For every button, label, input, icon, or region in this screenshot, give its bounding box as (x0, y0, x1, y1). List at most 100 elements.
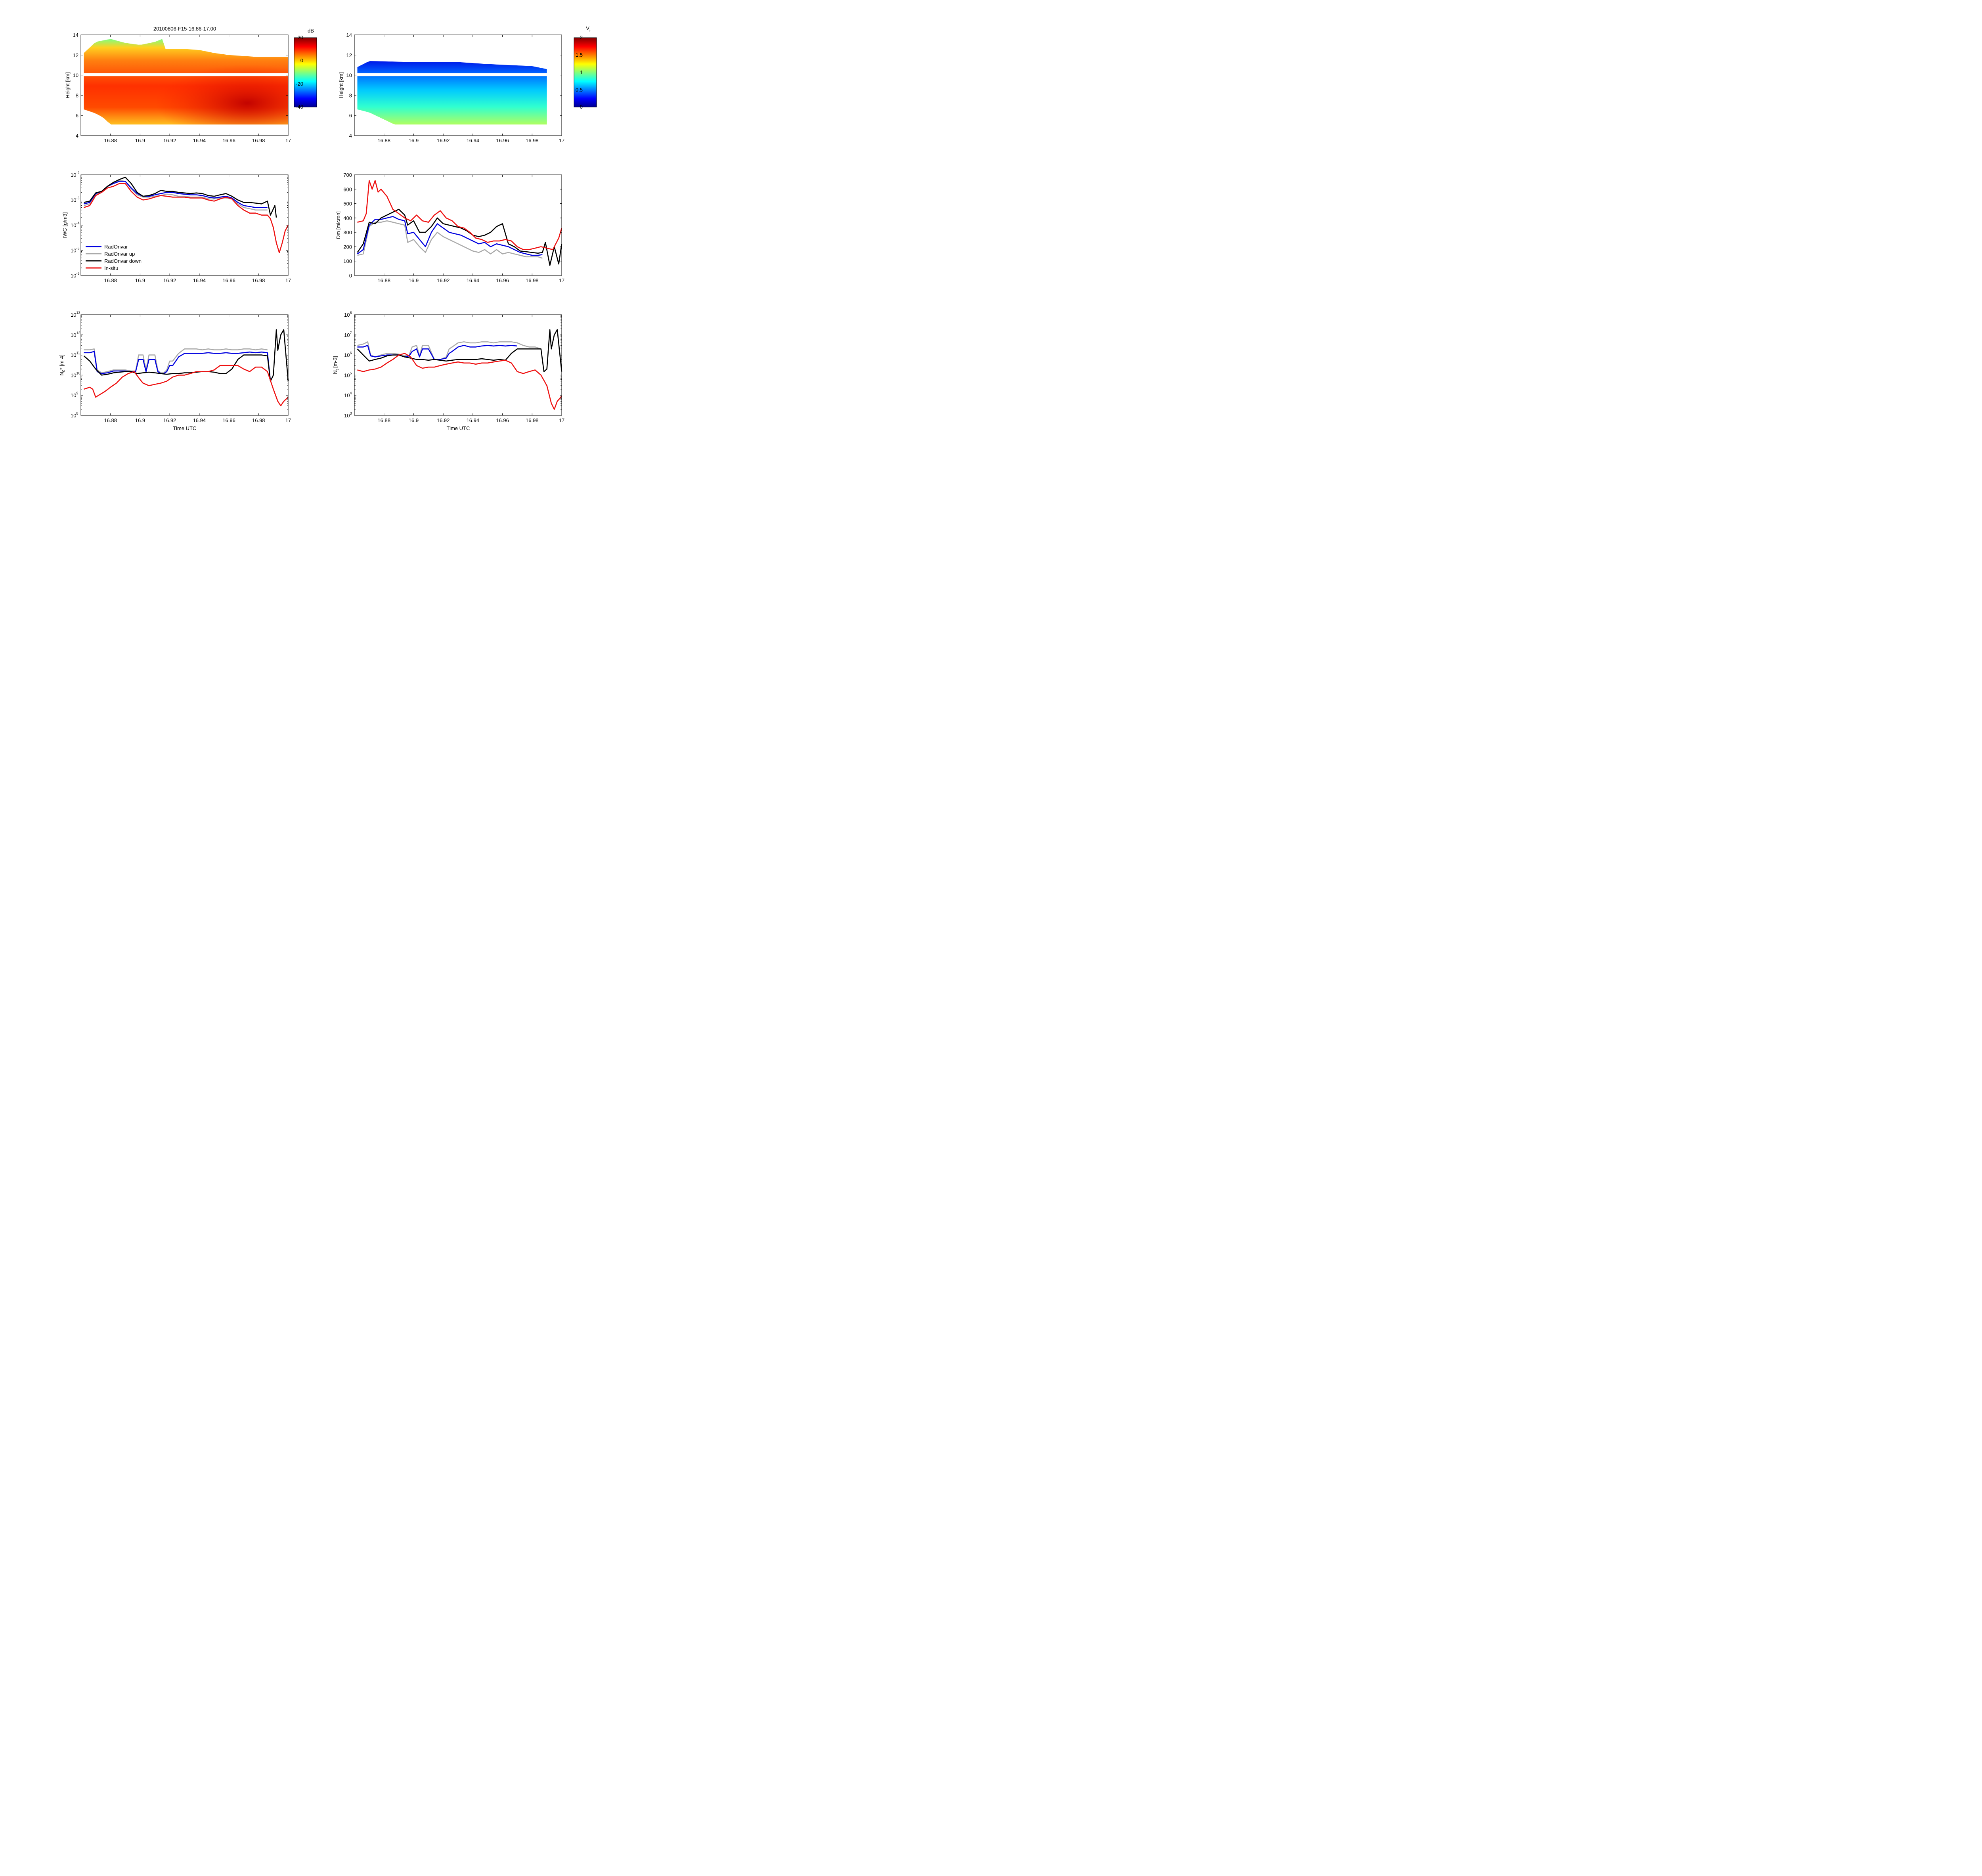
legend: RadOnvar RadOnvar up RadOnvar down In-si… (86, 244, 142, 271)
x-tick-label: 16.98 (252, 417, 265, 423)
series-line-radonvar (357, 345, 518, 360)
x-tick-label: 16.92 (437, 417, 450, 423)
y-tick-label: 10 (73, 73, 78, 78)
x-tick-label: 16.94 (467, 417, 480, 423)
y-tick-label: 10-3 (71, 196, 79, 203)
x-tick-label: 17 (559, 138, 564, 143)
colorbar-label: dB (308, 28, 314, 34)
y-axis-label: Dm [micron] (335, 211, 341, 239)
x-tick-label: 16.88 (377, 417, 390, 423)
colorbar-tick: 0 (580, 104, 583, 110)
y-tick-label: 107 (344, 331, 352, 338)
y-tick-label: 600 (343, 186, 352, 192)
y-tick-label: 4 (76, 133, 78, 139)
colorbar-label: Vt (586, 25, 591, 33)
y-axis-label: Height [km] (65, 72, 71, 98)
y-tick-label: 100 (343, 258, 352, 264)
y-axis-label: IWC [g/m3] (62, 212, 68, 238)
y-tick-label: 10-4 (71, 221, 79, 228)
x-tick-label: 16.92 (163, 138, 176, 143)
echo-core (84, 39, 288, 125)
x-tick-label: 16.98 (252, 138, 265, 143)
x-tick-label: 16.92 (163, 277, 176, 283)
x-tick-label: 16.9 (135, 277, 145, 283)
x-tick-label: 16.92 (163, 417, 176, 423)
x-tick-label: 16.9 (409, 277, 419, 283)
panel-fall-speed: 16.88 16.9 16.92 16.94 16.96 16.98 17 4 6 8 10 12 14… (338, 32, 564, 143)
colorbar-reflectivity: dB 20 0 -20 -40 (294, 28, 317, 110)
figure: 20100806-F15-16.86-17.00 16.88 16.9 16.92 1… (0, 0, 622, 467)
missing-data-band (84, 73, 288, 76)
y-tick-label: 6 (76, 113, 78, 119)
x-tick-label: 16.94 (467, 277, 480, 283)
colorbar-tick: 1.5 (576, 52, 583, 58)
panel-n0-star: 16.88 16.9 16.92 16.94 16.96 16.98 17 108 109 101… (59, 311, 291, 431)
x-tick-label: 16.88 (104, 277, 117, 283)
x-tick-label: 16.94 (193, 138, 206, 143)
x-tick-label: 16.92 (437, 138, 450, 143)
y-axis-label: Nt [m-3] (332, 356, 340, 374)
x-tick-label: 16.98 (526, 138, 539, 143)
series-line-in-situ (357, 180, 562, 251)
y-tick-label: 4 (349, 133, 352, 139)
series-line-in-situ (357, 353, 562, 410)
x-tick-label: 16.92 (437, 277, 450, 283)
y-tick-label: 1012 (71, 331, 80, 338)
y-tick-label: 400 (343, 215, 352, 221)
x-tick-label: 16.9 (135, 417, 145, 423)
y-tick-label: 108 (71, 411, 78, 419)
y-axis-label: Height [km] (338, 72, 344, 98)
y-tick-label: 200 (343, 244, 352, 250)
x-tick-label: 16.98 (252, 277, 265, 283)
y-tick-label: 1011 (71, 351, 80, 358)
axes-frame (80, 314, 289, 416)
y-tick-label: 10-6 (71, 272, 79, 279)
y-tick-label: 8 (349, 92, 352, 98)
y-tick-label: 104 (344, 391, 352, 398)
colorbar-tick: -20 (296, 81, 303, 87)
colorbar-tick: 0 (300, 57, 303, 63)
axes-frame (354, 314, 562, 416)
series-line-radonvar (357, 216, 543, 256)
panel-dm: 16.88 16.9 16.92 16.94 16.96 16.98 17 0 100 200 30… (335, 172, 564, 283)
missing-data-band (357, 73, 547, 76)
x-tick-label: 17 (285, 277, 291, 283)
legend-label: RadOnvar (104, 244, 128, 250)
figure-title: 20100806-F15-16.86-17.00 (153, 26, 216, 32)
x-tick-label: 16.88 (377, 138, 390, 143)
y-tick-label: 12 (346, 52, 352, 58)
panel-reflectivity: 16.88 16.9 16.92 16.94 16.96 16.98 17 4 6 8 10 12 14… (65, 32, 291, 143)
y-tick-label: 300 (343, 229, 352, 235)
series-line-radonvar-up (84, 348, 268, 373)
panel-nt: 16.88 16.9 16.92 16.94 16.96 16.98 17 103 104 105… (332, 311, 564, 431)
x-tick-label: 16.9 (409, 138, 419, 143)
x-tick-label: 17 (285, 138, 291, 143)
x-tick-label: 16.96 (222, 417, 235, 423)
axes-frame (354, 174, 562, 276)
colorbar-tick: 2 (580, 34, 583, 40)
x-tick-label: 17 (559, 277, 564, 283)
x-tick-label: 16.98 (526, 417, 539, 423)
x-axis-label: Time UTC (447, 425, 470, 431)
x-tick-label: 16.94 (193, 417, 206, 423)
y-tick-label: 14 (73, 32, 78, 38)
colorbar-tick: -40 (296, 104, 303, 110)
y-tick-label: 700 (343, 172, 352, 178)
x-tick-label: 16.88 (104, 417, 117, 423)
x-tick-label: 16.96 (222, 138, 235, 143)
x-tick-label: 17 (285, 417, 291, 423)
legend-label: RadOnvar down (104, 258, 142, 264)
y-tick-label: 10-2 (71, 171, 79, 178)
y-tick-label: 0 (349, 273, 352, 279)
axes-frame (80, 34, 289, 136)
x-tick-label: 16.96 (496, 417, 509, 423)
x-tick-label: 16.96 (222, 277, 235, 283)
series-line-radonvar-down (357, 329, 562, 372)
y-tick-label: 10-5 (71, 247, 79, 254)
x-tick-label: 17 (559, 417, 564, 423)
y-tick-label: 10 (346, 73, 352, 78)
y-tick-label: 106 (344, 351, 352, 358)
series-line-radonvar-down (83, 329, 289, 382)
x-tick-label: 16.9 (135, 138, 145, 143)
series-line-in-situ (84, 365, 289, 407)
